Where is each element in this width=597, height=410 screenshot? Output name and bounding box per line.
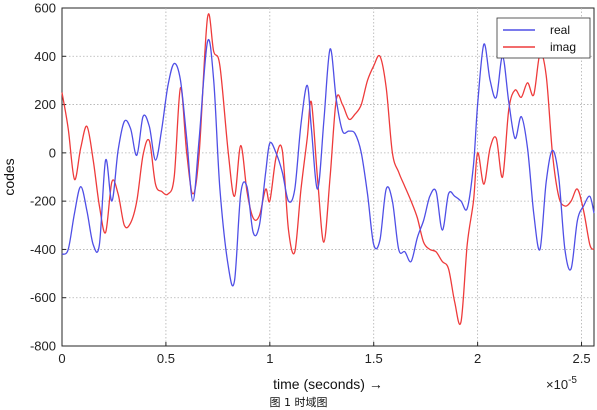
series-line-imag [61,13,595,325]
legend-real-label: real [550,23,570,37]
y-tick-label: -800 [30,339,56,354]
x-tick-label: 2 [474,351,481,366]
time-domain-chart: 0 0.5 1 1.5 2 2.5 600 400 200 0 -200 -400 -600 -800 c… [1,1,595,392]
x-tick-label: 1 [266,351,273,366]
y-axis-label: codes [1,158,17,195]
legend-imag-label: imag [550,40,576,54]
x-tick-label: 0 [58,351,65,366]
x-multiplier-label: ×10-5 [546,375,577,392]
x-multiplier-exponent: -5 [568,375,577,386]
x-multiplier-base: ×10 [546,377,568,392]
x-axis-label: time (seconds) → [273,376,383,392]
legend-box [496,17,591,59]
legend: real imag [496,17,591,59]
x-tick-label: 0.5 [157,351,175,366]
y-tick-label: 200 [34,97,56,112]
axis-ticks: 0 0.5 1 1.5 2 2.5 600 400 200 0 -200 -400 -600 -800 [30,1,591,367]
x-tick-label: 1.5 [365,351,383,366]
x-tick-label: 2.5 [572,351,590,366]
series-layer [61,13,595,325]
figure-caption: 图 1 时域图 [269,396,328,409]
y-tick-label: 600 [34,1,56,16]
y-tick-label: -400 [30,242,56,257]
y-tick-label: 0 [49,145,56,160]
y-tick-label: 400 [34,49,56,64]
y-tick-label: -200 [30,194,56,209]
y-tick-label: -600 [30,290,56,305]
series-line-real [61,39,595,287]
